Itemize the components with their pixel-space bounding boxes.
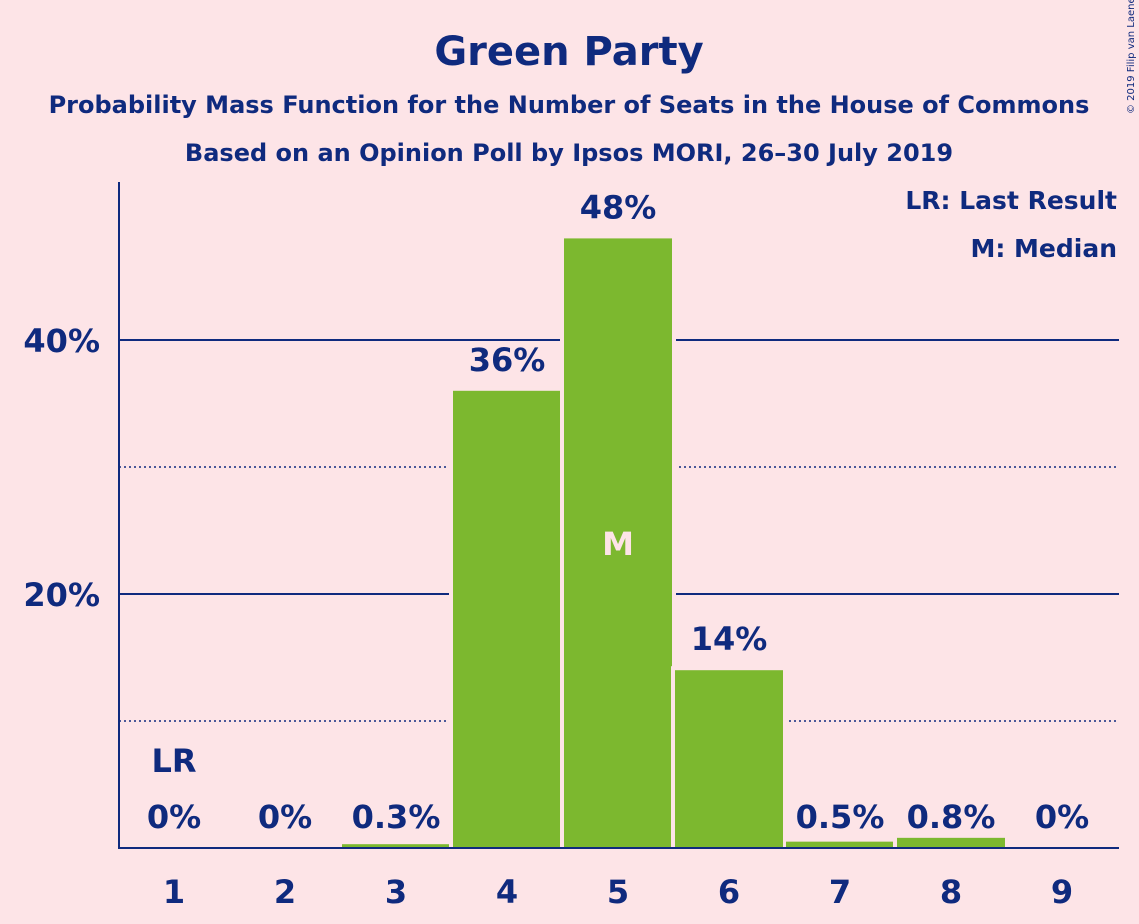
x-ticks-group: 1 2 3 4 5 6 7 8 9 <box>163 873 1073 911</box>
median-marker: M <box>602 525 634 563</box>
x-tick-label-4: 4 <box>496 873 518 911</box>
x-tick-label-5: 5 <box>607 873 629 911</box>
x-tick-label-9: 9 <box>1051 873 1073 911</box>
bar-seats-4 <box>453 390 561 848</box>
bar-seats-3 <box>342 844 450 848</box>
chart-title: Green Party <box>434 29 703 75</box>
bar-seats-7 <box>786 841 894 848</box>
x-tick-label-3: 3 <box>385 873 407 911</box>
value-label-8: 0.8% <box>907 798 996 836</box>
legend-last-result: LR: Last Result <box>905 186 1117 215</box>
bars-group <box>342 234 1009 848</box>
chart-subtitle-1: Probability Mass Function for the Number… <box>49 91 1090 119</box>
value-label-1: 0% <box>147 798 201 836</box>
value-label-3: 0.3% <box>352 798 441 836</box>
last-result-marker: LR <box>151 742 196 780</box>
value-label-5: 48% <box>580 188 657 226</box>
value-label-4: 36% <box>469 341 546 379</box>
x-tick-label-7: 7 <box>829 873 851 911</box>
labels-group: 0% LR 0% 0.3% 36% 48% M 14% 0.5% 0.8% 0% <box>147 188 1089 836</box>
chart-subtitle-2: Based on an Opinion Poll by Ipsos MORI, … <box>185 139 953 167</box>
y-ticks-group: 20% 40% <box>23 322 100 614</box>
value-label-9: 0% <box>1035 798 1089 836</box>
y-tick-label: 20% <box>23 576 100 614</box>
copyright-notice: © 2019 Filip van Laenen <box>1126 0 1137 114</box>
value-label-6: 14% <box>691 620 768 658</box>
value-label-7: 0.5% <box>796 798 885 836</box>
x-tick-label-8: 8 <box>940 873 962 911</box>
x-tick-label-2: 2 <box>274 873 296 911</box>
x-tick-label-6: 6 <box>718 873 740 911</box>
bar-seats-5 <box>564 238 672 848</box>
legend-median: M: Median <box>970 234 1117 263</box>
bar-seats-8 <box>897 837 1005 848</box>
value-label-2: 0% <box>258 798 312 836</box>
bar-seats-6 <box>675 670 783 848</box>
y-tick-label: 40% <box>23 322 100 360</box>
x-tick-label-1: 1 <box>163 873 185 911</box>
